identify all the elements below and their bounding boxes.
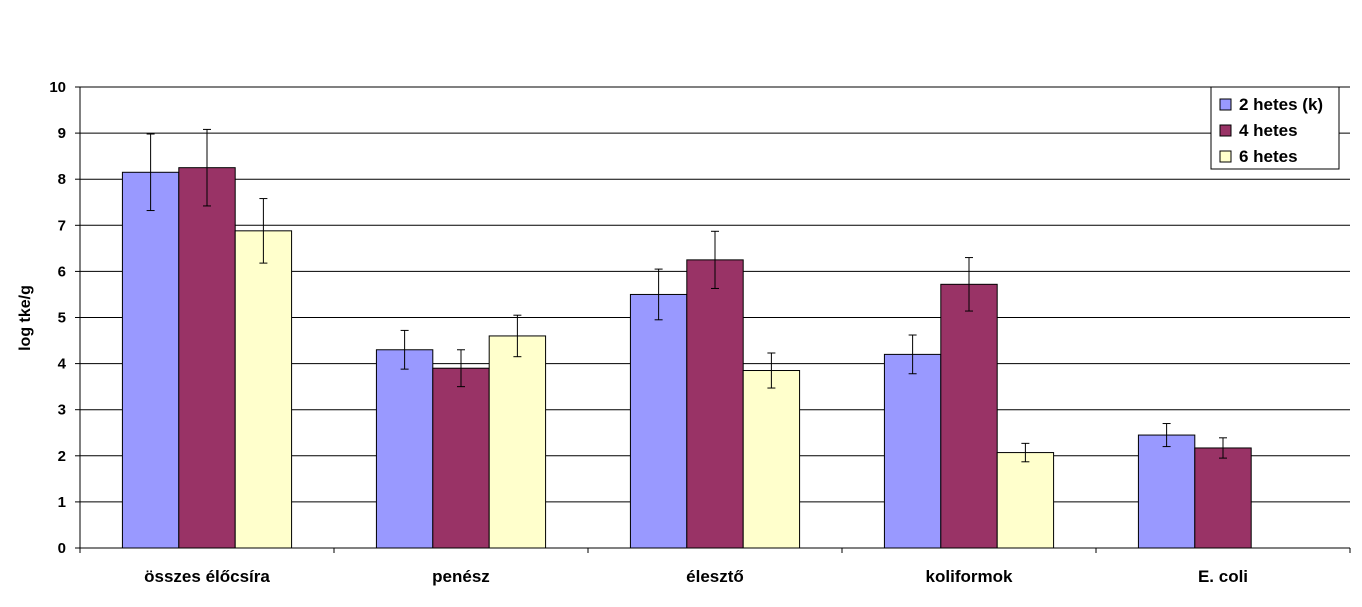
axes: 0 1 2 3 4 5 6 7 8 9 10 összes élőcsíra penész élesztő… bbox=[49, 79, 1351, 586]
x-tick-label: E. coli bbox=[1198, 567, 1248, 586]
y-tick-label: 7 bbox=[58, 217, 66, 234]
bar bbox=[629, 293, 688, 549]
legend-label: 2 hetes (k) bbox=[1239, 95, 1323, 114]
bar bbox=[432, 367, 490, 549]
bar bbox=[234, 230, 293, 549]
legend-label: 4 hetes bbox=[1239, 121, 1298, 140]
bar bbox=[1137, 434, 1196, 549]
bar bbox=[883, 353, 942, 549]
legend-swatch bbox=[1219, 124, 1232, 137]
y-tick-label: 9 bbox=[58, 125, 66, 142]
bar bbox=[996, 452, 1055, 549]
bar bbox=[686, 259, 744, 549]
y-tick-label: 0 bbox=[58, 540, 66, 557]
y-axis-title: log tke/g bbox=[17, 285, 34, 351]
x-tick-label: összes élőcsíra bbox=[144, 567, 270, 586]
y-tick-label: 8 bbox=[58, 171, 66, 188]
y-tick-label: 5 bbox=[58, 310, 66, 327]
bar bbox=[1194, 447, 1252, 549]
y-tick-label: 6 bbox=[58, 263, 66, 280]
y-tick-label: 3 bbox=[58, 402, 66, 419]
bar bbox=[375, 349, 434, 549]
bar bbox=[488, 335, 547, 549]
legend-swatch bbox=[1219, 150, 1232, 163]
bar bbox=[178, 167, 236, 549]
y-tick-label: 2 bbox=[58, 448, 66, 465]
error-bars bbox=[146, 128, 1227, 463]
y-tick-label: 1 bbox=[58, 494, 66, 511]
x-tick-label: élesztő bbox=[686, 567, 744, 586]
legend-label: 6 hetes bbox=[1239, 147, 1298, 166]
legend-swatch bbox=[1219, 98, 1232, 111]
y-tick-label: 4 bbox=[58, 356, 67, 373]
legend-box bbox=[1210, 86, 1340, 170]
x-tick-label: penész bbox=[432, 567, 490, 586]
legend: 2 hetes (k) 4 hetes 6 hetes bbox=[1210, 86, 1340, 170]
bar bbox=[940, 283, 998, 549]
bar bbox=[742, 370, 801, 549]
x-tick-label: koliformok bbox=[926, 567, 1013, 586]
y-tick-label: 10 bbox=[49, 79, 66, 96]
bars bbox=[121, 167, 1252, 549]
bar bbox=[121, 171, 180, 549]
